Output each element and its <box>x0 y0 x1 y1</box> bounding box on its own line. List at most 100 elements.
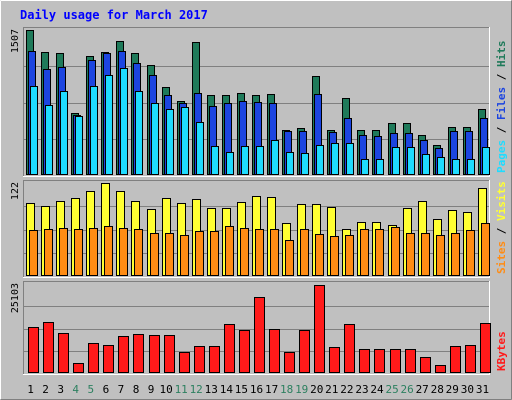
bar-pages-15 <box>241 146 249 175</box>
bar-pages-16 <box>256 146 264 175</box>
bars <box>26 30 490 175</box>
x-tick-label-28: 28 <box>431 383 444 396</box>
bar-pages-6 <box>105 75 113 175</box>
x-tick-label-8: 8 <box>133 383 140 396</box>
bar-kbytes-1 <box>28 327 39 373</box>
chart-panel-3: 25103 KBytes <box>10 281 508 375</box>
bar-kbytes-13 <box>209 346 220 373</box>
legend-separator: / <box>495 120 508 140</box>
bar-kbytes-12 <box>194 346 205 373</box>
legend: KBytes <box>495 331 508 371</box>
x-tick-label-29: 29 <box>446 383 459 396</box>
legend-separator: / <box>495 67 508 87</box>
bar-pages-18 <box>286 152 294 175</box>
bar-sites-17 <box>270 229 279 276</box>
y-max-label: 122 <box>10 182 21 200</box>
bar-sites-1 <box>29 230 38 276</box>
bar-pages-4 <box>75 116 83 175</box>
x-tick-label-21: 21 <box>325 383 338 396</box>
bar-sites-4 <box>74 229 83 276</box>
bar-sites-20 <box>315 234 324 276</box>
bar-kbytes-27 <box>420 357 431 373</box>
bar-pages-20 <box>316 145 324 175</box>
bar-pages-19 <box>301 153 309 175</box>
legend-text: KBytes <box>495 331 508 371</box>
bar-kbytes-15 <box>239 330 250 373</box>
legend-visits: Visits <box>495 181 508 221</box>
x-tick-label-24: 24 <box>370 383 384 396</box>
bar-kbytes-19 <box>299 330 310 373</box>
bar-sites-16 <box>255 229 264 276</box>
bar-kbytes-25 <box>390 349 401 373</box>
x-tick-label-1: 1 <box>27 383 34 396</box>
x-tick-label-5: 5 <box>87 383 94 396</box>
bar-sites-5 <box>89 228 98 276</box>
x-tick-label-6: 6 <box>103 383 110 396</box>
bar-pages-8 <box>135 91 143 175</box>
x-tick-label-27: 27 <box>416 383 429 396</box>
chart-panels: 1507 Pages / Files / Hits 122 Sites / Visit… <box>10 27 508 375</box>
x-tick-label-3: 3 <box>57 383 64 396</box>
bar-kbytes-9 <box>149 335 160 373</box>
bar-sites-27 <box>421 233 430 276</box>
x-tick-label-4: 4 <box>72 383 79 396</box>
bar-pages-13 <box>211 146 219 175</box>
bar-pages-9 <box>151 103 159 175</box>
x-tick-label-31: 31 <box>476 383 489 396</box>
bar-sites-8 <box>134 229 143 276</box>
bars <box>26 183 490 276</box>
x-tick-label-26: 26 <box>400 383 413 396</box>
x-tick-label-17: 17 <box>265 383 278 396</box>
x-tick-label-10: 10 <box>159 383 172 396</box>
bar-kbytes-4 <box>73 363 84 373</box>
bar-sites-31 <box>481 223 490 276</box>
bar-pages-31 <box>482 147 490 175</box>
bar-kbytes-11 <box>179 352 190 373</box>
legend-text: Sites / Visits <box>495 181 508 274</box>
bar-sites-13 <box>210 231 219 276</box>
bar-pages-24 <box>376 159 384 175</box>
bar-sites-22 <box>345 235 354 276</box>
legend-pages: Pages <box>495 140 508 173</box>
bar-sites-9 <box>150 233 159 276</box>
bar-kbytes-26 <box>405 349 416 373</box>
x-tick-label-2: 2 <box>42 383 49 396</box>
bar-pages-17 <box>271 140 279 175</box>
bar-pages-30 <box>467 159 475 175</box>
bar-pages-28 <box>437 157 445 175</box>
bar-pages-10 <box>166 109 174 175</box>
x-tick-label-13: 13 <box>205 383 218 396</box>
bar-pages-29 <box>452 159 460 175</box>
bar-kbytes-2 <box>43 322 54 373</box>
x-tick-label-12: 12 <box>190 383 203 396</box>
bar-sites-14 <box>225 226 234 276</box>
bar-sites-10 <box>165 233 174 276</box>
x-tick-label-23: 23 <box>355 383 368 396</box>
bar-pages-2 <box>45 105 53 175</box>
bar-sites-19 <box>300 229 309 276</box>
bar-pages-12 <box>196 122 204 175</box>
bar-kbytes-20 <box>314 285 325 373</box>
bar-kbytes-23 <box>359 349 370 373</box>
bar-pages-7 <box>120 68 128 175</box>
x-tick-label-20: 20 <box>310 383 323 396</box>
bar-pages-5 <box>90 86 98 175</box>
bar-sites-21 <box>330 236 339 276</box>
x-tick-label-15: 15 <box>235 383 248 396</box>
bar-kbytes-24 <box>374 349 385 373</box>
x-tick-label-14: 14 <box>220 383 234 396</box>
legend-hits: Hits <box>495 41 508 68</box>
legend-kbytes: KBytes <box>495 331 508 371</box>
x-tick-label-19: 19 <box>295 383 308 396</box>
bar-pages-3 <box>60 91 68 175</box>
bar-sites-12 <box>195 231 204 276</box>
bar-kbytes-30 <box>465 345 476 373</box>
x-tick-label-16: 16 <box>250 383 263 396</box>
bar-kbytes-29 <box>450 346 461 373</box>
bar-sites-2 <box>44 229 53 276</box>
bar-kbytes-21 <box>329 347 340 373</box>
bar-sites-30 <box>466 230 475 276</box>
chart-title: Daily usage for March 2017 <box>20 8 208 22</box>
bar-sites-24 <box>375 229 384 276</box>
